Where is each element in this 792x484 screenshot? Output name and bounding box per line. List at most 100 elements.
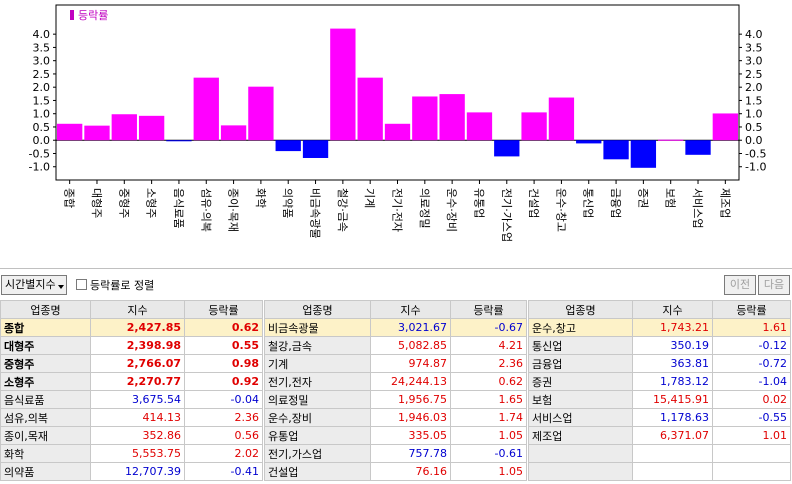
bar (384, 123, 411, 141)
rate-cell: -0.67 (450, 318, 527, 337)
table-row[interactable]: 음식료품 3,675.54 -0.04 (0, 390, 263, 409)
sector-name-cell: 기계 (264, 354, 371, 373)
index-cell: 1,956.75 (370, 390, 451, 409)
y-tick-label-right: 1.0 (745, 108, 763, 121)
bar (521, 112, 547, 141)
sector-table-2: 업종명 지수 등락률 비금속광물 3,021.67 -0.67 철강,금속 5,082.… (264, 300, 527, 481)
index-cell: 2,766.07 (90, 354, 185, 373)
table-row[interactable]: 전기,전자 24,244.13 0.62 (264, 372, 527, 391)
sector-name-cell: 제조업 (528, 426, 633, 445)
table-row[interactable]: 서비스업 1,178.63 -0.55 (528, 408, 791, 427)
y-tick-label-left: 0.0 (33, 134, 51, 147)
rate-cell: 0.02 (712, 390, 791, 409)
table-row[interactable]: 섬유,의복 414.13 2.36 (0, 408, 263, 427)
toolbar: 시간별지수 등락률로 정렬 이전 다음 (0, 268, 792, 298)
table-row[interactable]: 화학 5,553.75 2.02 (0, 444, 263, 463)
table-row[interactable]: 중형주 2,766.07 0.98 (0, 354, 263, 373)
bar (84, 125, 110, 141)
table-row[interactable]: 대형주 2,398.98 0.55 (0, 336, 263, 355)
table-row[interactable] (528, 444, 791, 463)
rate-cell: -0.12 (712, 336, 791, 355)
index-cell: 5,082.85 (370, 336, 451, 355)
table-row[interactable]: 통신업 350.19 -0.12 (528, 336, 791, 355)
table-row[interactable]: 유통업 335.05 1.05 (264, 426, 527, 445)
bar (357, 77, 383, 141)
x-category-label: 소형주 (145, 188, 158, 218)
index-cell: 2,270.77 (90, 372, 185, 391)
x-category-label: 전기·전자 (391, 188, 404, 232)
table-row[interactable]: 제조업 6,371.07 1.01 (528, 426, 791, 445)
table-row[interactable]: 건설업 76.16 1.05 (264, 462, 527, 481)
table-row[interactable]: 전기,가스업 757.78 -0.61 (264, 444, 527, 463)
bar (111, 114, 137, 141)
bar (494, 140, 520, 157)
sector-table-1: 업종명 지수 등락률 종합 2,427.85 0.62 대형주 2,398.98 0.55… (0, 300, 263, 481)
prev-button[interactable]: 이전 (724, 275, 756, 295)
index-cell: 2,398.98 (90, 336, 185, 355)
y-tick-label-left: 1.0 (33, 108, 51, 121)
sector-name-cell: 건설업 (264, 462, 371, 481)
index-cell: 352.86 (90, 426, 185, 445)
sector-name-cell: 중형주 (0, 354, 91, 373)
table-row[interactable]: 증권 1,783.12 -1.04 (528, 372, 791, 391)
bar (548, 97, 575, 141)
x-category-label: 대형주 (90, 188, 103, 218)
table-row[interactable]: 운수,창고 1,743.21 1.61 (528, 318, 791, 337)
table-row[interactable]: 금융업 363.81 -0.72 (528, 354, 791, 373)
index-cell: 24,244.13 (370, 372, 451, 391)
sector-name-cell (528, 462, 633, 481)
rate-cell: 0.55 (184, 336, 263, 355)
table-row[interactable]: 종합 2,427.85 0.62 (0, 318, 263, 337)
next-button[interactable]: 다음 (758, 275, 790, 295)
bar (220, 125, 247, 141)
x-category-label: 의료정밀 (418, 188, 431, 228)
x-category-label: 화학 (254, 188, 267, 208)
x-category-label: 운수·장비 (445, 188, 458, 232)
bar (466, 112, 493, 141)
index-cell: 414.13 (90, 408, 185, 427)
table-row[interactable]: 기계 974.87 2.36 (264, 354, 527, 373)
sector-name-cell: 섬유,의복 (0, 408, 91, 427)
bar-chart: 4.0 4.03.5 3.53.0 3.02.5 2.52.0 2.01.5 1.51.0 1… (29, 4, 766, 242)
sector-name-cell: 종합 (0, 318, 91, 337)
index-cell: 6,371.07 (632, 426, 713, 445)
header-sector: 업종명 (528, 300, 633, 319)
header-index: 지수 (632, 300, 713, 319)
header-sector: 업종명 (0, 300, 91, 319)
index-cell: 3,675.54 (90, 390, 185, 409)
table-row[interactable]: 비금속광물 3,021.67 -0.67 (264, 318, 527, 337)
time-index-select-label: 시간별지수 (5, 278, 56, 291)
sector-name-cell: 화학 (0, 444, 91, 463)
y-tick-label-left: 3.5 (33, 41, 51, 54)
x-category-label: 전기·가스업 (500, 188, 513, 242)
rate-cell: 1.65 (450, 390, 527, 409)
rate-cell: 0.62 (450, 372, 527, 391)
sort-by-rate-checkbox[interactable] (76, 279, 87, 290)
table-row[interactable]: 종이,목재 352.86 0.56 (0, 426, 263, 445)
y-tick-label-right: -0.5 (745, 147, 766, 160)
y-tick-label-left: 1.5 (33, 94, 51, 107)
rate-cell: 0.92 (184, 372, 263, 391)
y-tick-label-right: 0.0 (745, 134, 763, 147)
index-cell: 3,021.67 (370, 318, 451, 337)
bar (275, 140, 301, 152)
x-category-label: 서비스업 (691, 188, 704, 228)
table-row[interactable]: 운수,장비 1,946.03 1.74 (264, 408, 527, 427)
time-index-select[interactable]: 시간별지수 (1, 275, 67, 295)
rate-cell: -0.41 (184, 462, 263, 481)
y-tick-label-left: -1.0 (29, 161, 50, 174)
x-category-label: 종합 (63, 188, 76, 208)
table-row[interactable]: 보험 15,415.91 0.02 (528, 390, 791, 409)
sector-name-cell (528, 444, 633, 463)
index-cell: 76.16 (370, 462, 451, 481)
bar (576, 140, 602, 144)
table-row[interactable] (528, 462, 791, 481)
table-row[interactable]: 의료정밀 1,956.75 1.65 (264, 390, 527, 409)
bar (57, 123, 83, 141)
table-row[interactable]: 의약품 12,707.39 -0.41 (0, 462, 263, 481)
y-tick-label-right: 3.5 (745, 41, 763, 54)
table-row[interactable]: 소형주 2,270.77 0.92 (0, 372, 263, 391)
sector-name-cell: 비금속광물 (264, 318, 371, 337)
table-row[interactable]: 철강,금속 5,082.85 4.21 (264, 336, 527, 355)
rate-cell: 2.36 (450, 354, 527, 373)
